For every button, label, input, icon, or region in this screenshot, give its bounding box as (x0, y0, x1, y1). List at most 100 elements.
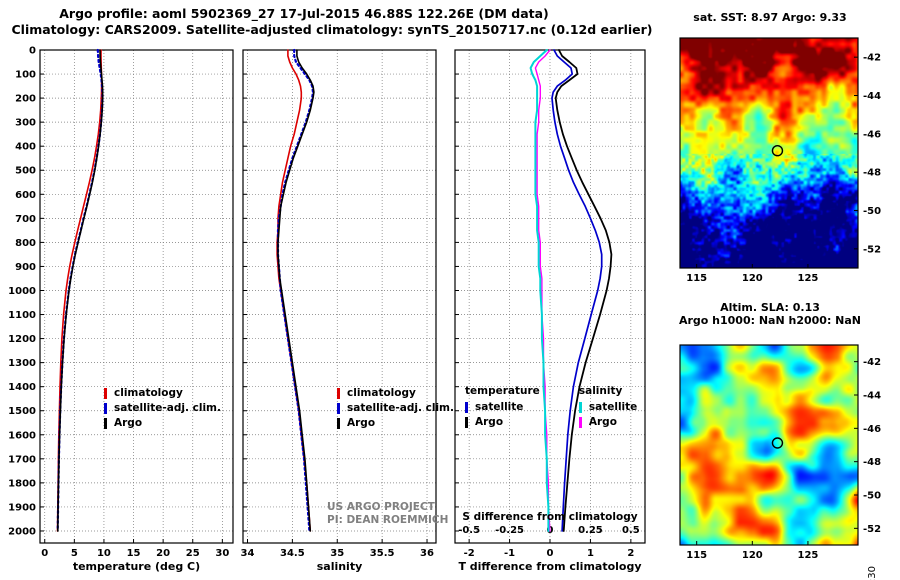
salinity-diff-legend-column: salinity satellite Argo (578, 385, 638, 430)
s-argo-line-swatch (578, 417, 582, 428)
x-tick-label: -2 (464, 548, 475, 559)
temperature-diff-legend-column: temperature satellite Argo (465, 385, 540, 430)
lat-tick-label: -42 (863, 357, 881, 368)
sla-map-title-line1: Altim. SLA: 0.13 (720, 301, 820, 314)
series-satellite-adj-clim- (56, 48, 104, 533)
depth-tick-label: 800 (15, 238, 36, 249)
lat-tick-label: -48 (863, 168, 881, 179)
sst-map-image (680, 38, 858, 268)
s-diff-tick-label: -0.25 (495, 525, 524, 536)
satellite-clim-line-swatch (337, 403, 340, 414)
figure-title: Argo profile: aoml 5902369_27 17-Jul-201… (59, 6, 549, 21)
salinity-panel-frame (242, 49, 437, 544)
depth-tick-label: 200 (15, 94, 36, 105)
legend-item-satellite-clim: satellite-adj. clim. (337, 401, 454, 416)
satellite-clim-line-swatch (104, 403, 107, 414)
x-tick-label: 15 (127, 548, 141, 559)
temperature-axis-label: temperature (deg C) (72, 560, 201, 573)
legend-item-climatology: climatology (104, 386, 221, 401)
legend-item-argo: Argo (465, 415, 540, 430)
climatology-line-swatch (104, 388, 107, 399)
t-difference-axis-label: T difference from climatology (458, 560, 642, 573)
legend-item-satellite: satellite (578, 400, 638, 415)
sla-map-image (680, 345, 858, 545)
lon-tick-label: 125 (798, 550, 819, 561)
series-satellite-adj-clim- (276, 48, 315, 533)
legend-item-argo: Argo (578, 415, 637, 430)
figure-subtitle: Climatology: CARS2009. Satellite-adjuste… (11, 22, 653, 37)
legend-label: Argo (114, 417, 143, 430)
lat-tick-label: -46 (863, 424, 881, 435)
lon-tick-label: 125 (798, 273, 819, 284)
series-s-diff-satellite (529, 49, 550, 532)
series-s-diff-argo (534, 49, 551, 532)
legend-label: climatology (347, 387, 416, 400)
depth-tick-label: 1700 (8, 454, 36, 465)
depth-tick-label: 900 (15, 262, 36, 273)
x-tick-label: 36 (420, 548, 434, 559)
depth-tick-label: 0 (29, 46, 36, 57)
lat-tick-label: -52 (863, 524, 881, 535)
legend-item-argo: Argo (337, 416, 454, 431)
difference-legend: temperature satellite Argo salinity sate… (465, 385, 637, 430)
salinity-legend: climatology satellite-adj. clim. Argo (337, 386, 454, 431)
depth-tick-label: 1000 (8, 286, 36, 297)
sla-map-title: Altim. SLA: 0.13 Argo h1000: NaN h2000: … (655, 301, 885, 327)
legend-label: Argo (588, 416, 617, 429)
legend-item-satellite-clim: satellite-adj. clim. (104, 401, 221, 416)
legend-label: climatology (114, 387, 183, 400)
depth-tick-label: 100 (15, 70, 36, 81)
x-tick-label: 34 (241, 548, 255, 559)
lat-tick-label: -50 (863, 491, 881, 502)
x-tick-label: 34.5 (280, 548, 305, 559)
x-tick-label: -1 (504, 548, 515, 559)
x-tick-label: 1 (587, 548, 594, 559)
argo-line-swatch (104, 418, 107, 429)
x-tick-label: 30 (215, 548, 229, 559)
series-climatology (276, 49, 312, 532)
x-tick-label: 2 (627, 548, 634, 559)
series-climatology (56, 49, 103, 532)
x-tick-label: 10 (97, 548, 111, 559)
lat-tick-label: -44 (863, 391, 881, 402)
legend-label: Argo (475, 416, 504, 429)
x-tick-label: 0 (547, 548, 554, 559)
t-argo-line-swatch (465, 417, 468, 428)
x-tick-label: 25 (186, 548, 200, 559)
project-note-line2: PI: DEAN ROEMMICH (327, 514, 449, 526)
depth-tick-label: 500 (15, 166, 36, 177)
depth-tick-label: 600 (15, 190, 36, 201)
lon-tick-label: 115 (686, 550, 707, 561)
legend-header-temperature: temperature (465, 385, 540, 397)
depth-tick-label: 1200 (8, 334, 36, 345)
depth-tick-label: 1600 (8, 430, 36, 441)
x-tick-label: 5 (71, 548, 78, 559)
imos-watermark: ©IMOS 14-Dec-2018 08:03:30 (867, 566, 878, 580)
depth-tick-label: 1100 (8, 310, 36, 321)
x-tick-label: 0 (41, 548, 48, 559)
salinity-axis-label: salinity (316, 560, 363, 573)
legend-label: satellite (588, 401, 638, 414)
lon-tick-label: 115 (686, 273, 707, 284)
depth-tick-label: 300 (15, 118, 36, 129)
legend-item-climatology: climatology (337, 386, 454, 401)
s-difference-axis-label: S difference from climatology (462, 511, 638, 523)
series-argo (56, 49, 104, 532)
lat-tick-label: -48 (863, 457, 881, 468)
legend-item-satellite: satellite (465, 400, 540, 415)
depth-tick-label: 1900 (8, 502, 36, 513)
lat-tick-label: -50 (863, 206, 881, 217)
project-note-line1: US ARGO PROJECT (327, 501, 435, 513)
depth-tick-label: 1500 (8, 406, 36, 417)
series-argo (277, 49, 315, 532)
difference-panel-frame (454, 49, 646, 544)
series-t-diff-argo (554, 49, 613, 532)
legend-label: satellite-adj. clim. (347, 402, 454, 415)
depth-tick-label: 1800 (8, 478, 36, 489)
temperature-panel-frame (39, 49, 234, 544)
legend-label: Argo (347, 417, 376, 430)
s-satellite-line-swatch (578, 402, 582, 413)
sla-map-title-line2: Argo h1000: NaN h2000: NaN (678, 314, 862, 327)
s-diff-tick-label: -0.5 (458, 525, 480, 536)
